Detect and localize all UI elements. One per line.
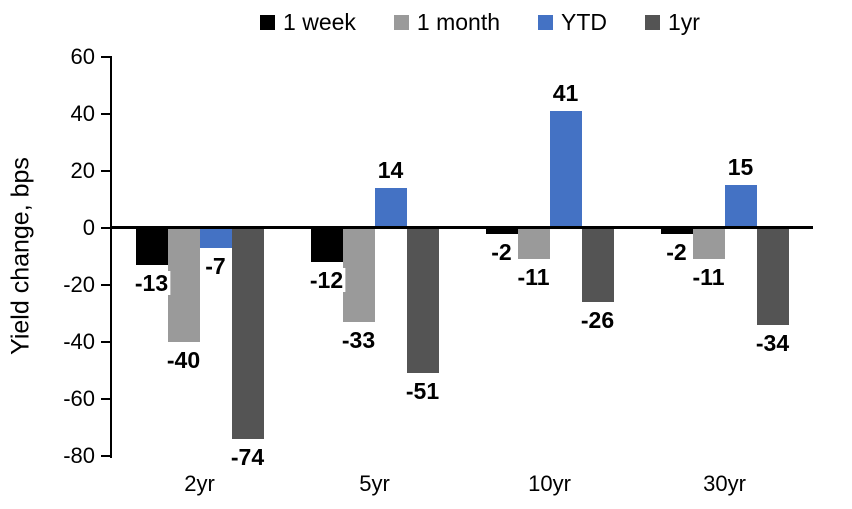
bar-1-month-2yr <box>167 228 200 342</box>
x-category-label-30yr: 30yr <box>703 471 746 496</box>
bar-value-label: -34 <box>753 329 792 356</box>
legend-label: 1yr <box>668 8 700 35</box>
legend-swatch-icon <box>538 14 554 30</box>
y-tick-mark <box>101 56 111 58</box>
bar-YTD-5yr <box>374 188 407 228</box>
legend-swatch-icon <box>645 14 661 30</box>
x-axis-zero-line <box>110 226 813 229</box>
bar-1-week-10yr <box>485 228 518 234</box>
bar-value-label: -12 <box>307 267 346 294</box>
legend-label: 1 week <box>283 8 356 35</box>
y-tick-label: 20 <box>70 158 95 183</box>
legend-item-1-month: 1 month <box>393 8 501 35</box>
legend-item-1-week: 1 week <box>260 8 356 35</box>
y-tick-mark <box>101 284 111 286</box>
y-tick-mark <box>101 227 111 229</box>
bar-value-label: 41 <box>550 80 581 106</box>
legend-swatch-icon <box>260 14 276 30</box>
bar-1yr-10yr <box>581 228 614 303</box>
bar-value-label: -13 <box>132 270 171 297</box>
y-tick-label: 60 <box>70 44 95 69</box>
legend-item-1yr: 1yr <box>645 8 700 35</box>
chart-legend: 1 week 1 month YTD 1yr <box>130 7 830 37</box>
legend-label: 1 month <box>416 8 501 35</box>
bar-value-label: -2 <box>489 238 514 265</box>
bar-value-label: 15 <box>725 154 756 181</box>
bar-YTD-10yr <box>549 111 582 228</box>
y-tick-label: 0 <box>82 215 95 240</box>
bar-YTD-30yr <box>724 185 757 228</box>
bar-1-month-5yr <box>342 228 375 323</box>
y-tick-label: -80 <box>63 443 95 468</box>
bar-1-week-30yr <box>660 228 693 234</box>
x-category-label-5yr: 5yr <box>359 471 390 496</box>
y-tick-label: -20 <box>63 272 95 297</box>
y-tick-label: 40 <box>70 101 95 126</box>
y-tick-mark <box>101 455 111 457</box>
y-axis-title: Yield change, bps <box>6 157 35 355</box>
bar-value-label: -74 <box>228 443 267 470</box>
y-tick-label: -40 <box>63 329 95 354</box>
bar-YTD-2yr <box>199 228 232 248</box>
y-tick-mark <box>101 398 111 400</box>
x-category-label-2yr: 2yr <box>184 471 215 496</box>
x-category-label-10yr: 10yr <box>528 471 571 496</box>
bar-value-label: -7 <box>203 252 228 279</box>
legend-item-YTD: YTD <box>538 8 608 35</box>
bar-1-week-5yr <box>310 228 343 263</box>
bar-1-month-30yr <box>692 228 725 260</box>
legend-swatch-icon <box>393 14 409 30</box>
bar-value-label: -2 <box>664 238 689 265</box>
bar-1yr-2yr <box>231 228 264 439</box>
bar-value-label: -11 <box>690 264 727 291</box>
legend-label: YTD <box>561 8 608 35</box>
bar-1-month-10yr <box>517 228 550 260</box>
bar-value-label: -26 <box>578 307 617 334</box>
bar-value-label: -40 <box>164 347 203 373</box>
y-tick-mark <box>101 170 111 172</box>
y-tick-mark <box>101 341 111 343</box>
y-tick-mark <box>101 113 111 115</box>
bar-value-label: -51 <box>403 378 442 405</box>
y-tick-label: -60 <box>63 386 95 411</box>
bar-value-label: -11 <box>515 264 552 291</box>
bar-1-week-2yr <box>135 228 168 266</box>
bar-value-label: -33 <box>339 327 378 354</box>
y-axis-line <box>110 56 112 458</box>
bar-1yr-30yr <box>756 228 789 325</box>
bar-1yr-5yr <box>406 228 439 374</box>
bar-value-label: 14 <box>375 156 406 183</box>
